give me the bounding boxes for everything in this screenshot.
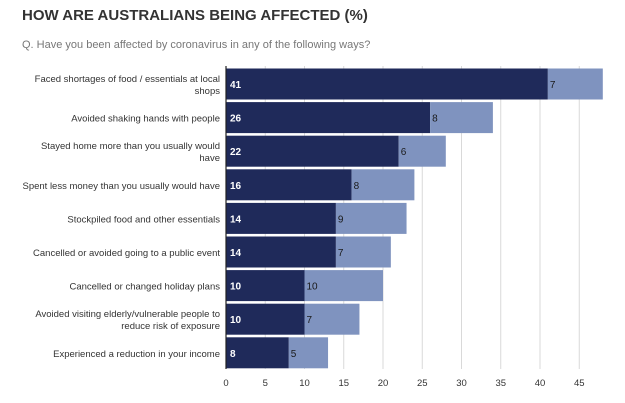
data-label-series-1: 10: [230, 282, 242, 293]
data-label-series-2: 7: [307, 315, 313, 326]
data-label-series-1: 16: [230, 181, 242, 192]
bar-series-2: [351, 169, 415, 201]
bar-series-2: [304, 303, 360, 335]
bar-series-1: [226, 102, 431, 134]
x-tick-label: 40: [535, 378, 546, 389]
data-label-series-2: 8: [432, 114, 438, 125]
bar-series-1: [226, 270, 305, 302]
category-label: Faced shortages of food / essentials at …: [35, 74, 221, 97]
data-label-series-2: 7: [550, 80, 556, 91]
x-tick-label: 25: [417, 378, 428, 389]
category-label: Stayed home more than you usually would h…: [41, 141, 220, 164]
bar-series-1: [226, 135, 399, 167]
bar-series-2: [547, 68, 603, 100]
data-label-series-2: 8: [354, 181, 360, 192]
bar-series-1: [226, 68, 548, 100]
data-label-series-1: 10: [230, 315, 242, 326]
x-tick-label: 45: [574, 378, 585, 389]
data-label-series-1: 26: [230, 114, 242, 125]
data-label-series-1: 14: [230, 248, 242, 259]
bar-series-2: [398, 135, 446, 167]
bar-series-1: [226, 236, 336, 268]
category-label: Cancelled or avoided going to a public e…: [33, 248, 220, 259]
category-label: Cancelled or changed holiday plans: [69, 282, 220, 293]
chart-subtitle: Q. Have you been affected by coronavirus…: [22, 39, 371, 51]
bar-series-2: [430, 102, 493, 134]
data-label-series-2: 7: [338, 248, 344, 259]
data-label-series-1: 41: [230, 80, 242, 91]
data-label-series-2: 6: [401, 147, 407, 158]
bar-series-1: [226, 169, 352, 201]
data-label-series-2: 10: [307, 282, 319, 293]
bar-series-2: [335, 236, 391, 268]
x-tick-label: 15: [338, 378, 349, 389]
x-tick-label: 0: [223, 378, 228, 389]
category-label: Avoided visiting elderly/vulnerable peop…: [35, 309, 220, 332]
data-label-series-1: 22: [230, 147, 242, 158]
x-tick-label: 30: [456, 378, 467, 389]
category-label: Experienced a reduction in your income: [53, 349, 220, 360]
data-label-series-1: 8: [230, 349, 236, 360]
bar-series-2: [304, 270, 383, 302]
bar-series-2: [288, 337, 329, 369]
data-label-series-2: 5: [291, 349, 297, 360]
category-label: Avoided shaking hands with people: [71, 114, 220, 125]
chart-title: HOW ARE AUSTRALIANS BEING AFFECTED (%): [22, 7, 368, 24]
x-tick-label: 35: [495, 378, 506, 389]
bar-series-1: [226, 303, 305, 335]
category-label: Spent less money than you usually would …: [22, 181, 220, 192]
x-tick-label: 10: [299, 378, 310, 389]
bar-series-2: [335, 202, 407, 234]
bar-series-1: [226, 337, 289, 369]
bar-series-1: [226, 202, 336, 234]
data-label-series-1: 14: [230, 214, 242, 225]
x-tick-label: 5: [263, 378, 268, 389]
category-label: Stockpiled food and other essentials: [67, 214, 220, 225]
x-tick-label: 20: [378, 378, 389, 389]
data-label-series-2: 9: [338, 214, 344, 225]
